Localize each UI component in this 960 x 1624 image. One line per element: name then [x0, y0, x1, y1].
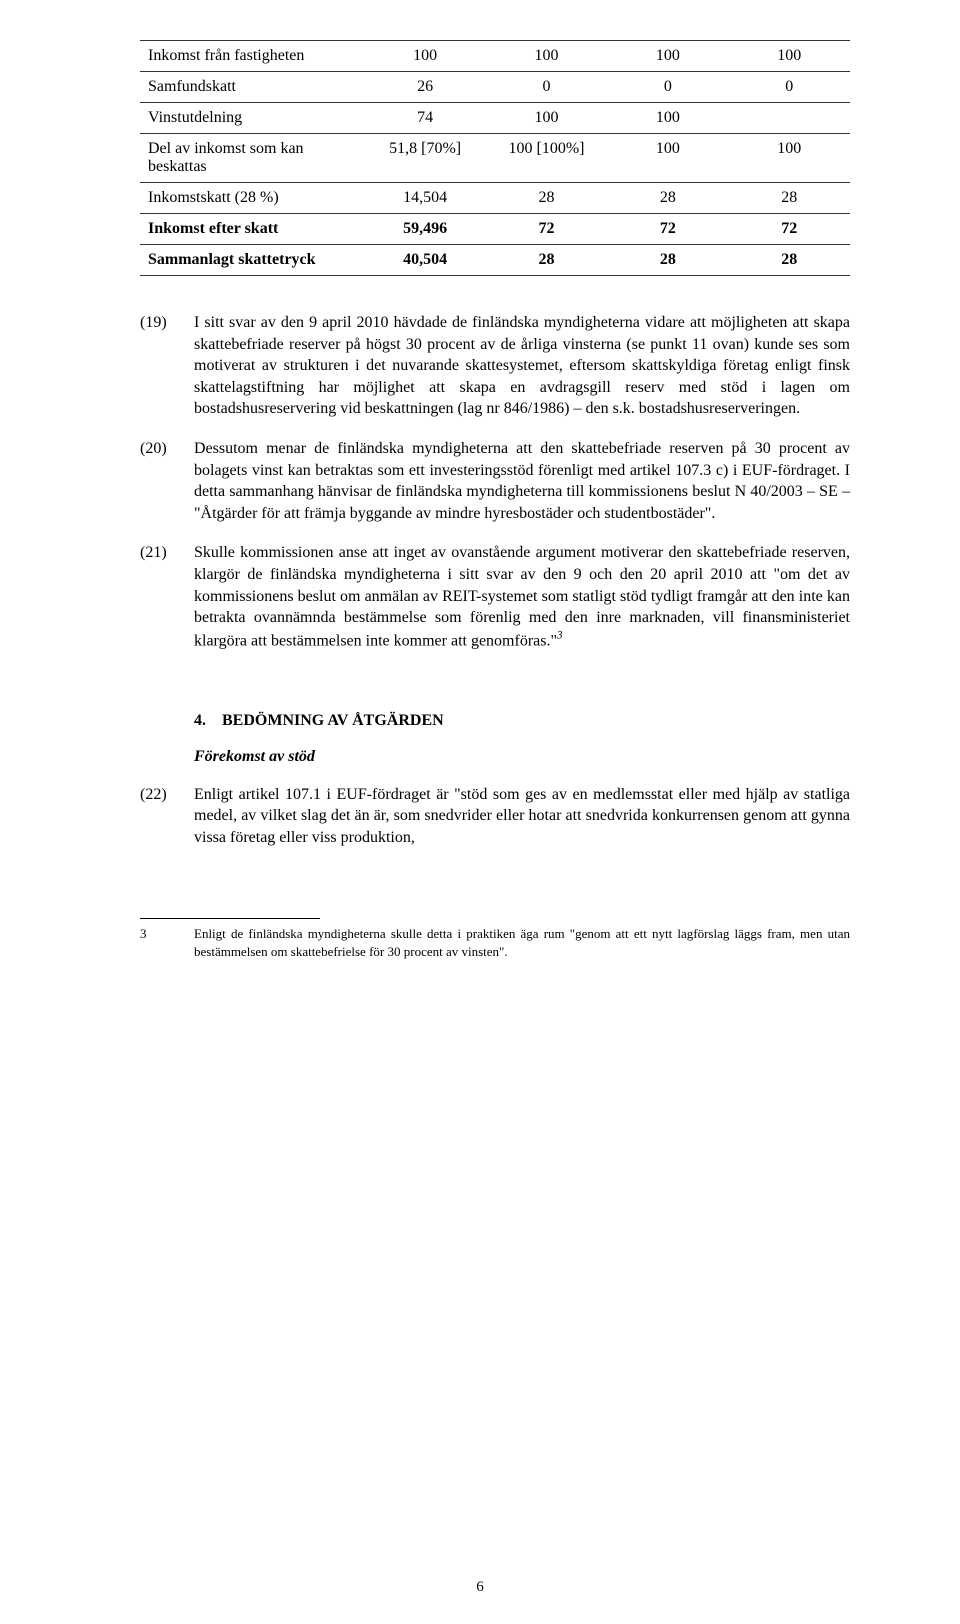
row-value: 14,504	[364, 183, 485, 214]
table-row: Inkomst efter skatt59,496727272	[140, 214, 850, 245]
row-value: 100	[607, 134, 728, 183]
footnote-text: Enligt de finländska myndigheterna skull…	[194, 925, 850, 960]
row-value: 100	[729, 41, 850, 72]
row-value: 28	[486, 245, 607, 276]
page-number: 6	[0, 1579, 960, 1596]
row-value: 100	[607, 41, 728, 72]
table-row: Inkomstskatt (28 %)14,504282828	[140, 183, 850, 214]
row-value: 100	[607, 103, 728, 134]
row-label: Inkomst efter skatt	[140, 214, 364, 245]
table-row: Samfundskatt26000	[140, 72, 850, 103]
table-row: Inkomst från fastigheten100100100100	[140, 41, 850, 72]
row-value: 28	[486, 183, 607, 214]
footnote-rule	[140, 918, 320, 919]
paragraph: (21)Skulle kommissionen anse att inget a…	[140, 542, 850, 651]
row-value: 74	[364, 103, 485, 134]
row-value: 0	[607, 72, 728, 103]
row-value: 28	[729, 183, 850, 214]
page: Inkomst från fastigheten100100100100Samf…	[0, 0, 960, 1624]
paragraph-text: Enligt artikel 107.1 i EUF-fördraget är …	[194, 784, 850, 849]
section-number: 4.	[194, 712, 206, 729]
paragraph-number: (21)	[140, 542, 194, 651]
paragraph-text: Dessutom menar de finländska myndigheter…	[194, 438, 850, 524]
row-value: 0	[486, 72, 607, 103]
paragraph-text: Skulle kommissionen anse att inget av ov…	[194, 542, 850, 651]
section-title: BEDÖMNING AV ÅTGÄRDEN	[222, 712, 444, 729]
paragraph-number: (20)	[140, 438, 194, 524]
row-value: 40,504	[364, 245, 485, 276]
row-value: 100	[729, 134, 850, 183]
tax-table: Inkomst från fastigheten100100100100Samf…	[140, 40, 850, 276]
table-row: Sammanlagt skattetryck40,504282828	[140, 245, 850, 276]
row-value: 28	[729, 245, 850, 276]
row-value: 72	[607, 214, 728, 245]
table-row: Vinstutdelning74100100	[140, 103, 850, 134]
table-row: Del av inkomst som kan beskattas51,8 [70…	[140, 134, 850, 183]
section-heading: 4. BEDÖMNING AV ÅTGÄRDEN	[194, 712, 850, 730]
section-subheading: Förekomst av stöd	[194, 748, 850, 766]
row-label: Del av inkomst som kan beskattas	[140, 134, 364, 183]
row-value: 28	[607, 183, 728, 214]
row-value: 59,496	[364, 214, 485, 245]
row-value: 100	[364, 41, 485, 72]
row-value: 72	[486, 214, 607, 245]
row-value: 72	[729, 214, 850, 245]
row-label: Inkomstskatt (28 %)	[140, 183, 364, 214]
paragraph: (19)I sitt svar av den 9 april 2010 hävd…	[140, 312, 850, 420]
row-label: Sammanlagt skattetryck	[140, 245, 364, 276]
row-label: Vinstutdelning	[140, 103, 364, 134]
paragraph-text: I sitt svar av den 9 april 2010 hävdade …	[194, 312, 850, 420]
row-value: 28	[607, 245, 728, 276]
row-value: 26	[364, 72, 485, 103]
row-label: Inkomst från fastigheten	[140, 41, 364, 72]
row-label: Samfundskatt	[140, 72, 364, 103]
row-value: 100	[486, 41, 607, 72]
paragraph-22: (22) Enligt artikel 107.1 i EUF-fördrage…	[140, 784, 850, 849]
paragraph: (20)Dessutom menar de finländska myndigh…	[140, 438, 850, 524]
footnote: 3 Enligt de finländska myndigheterna sku…	[140, 925, 850, 960]
row-value: 100 [100%]	[486, 134, 607, 183]
row-value: 51,8 [70%]	[364, 134, 485, 183]
row-value: 100	[486, 103, 607, 134]
row-value: 0	[729, 72, 850, 103]
paragraph-number: (19)	[140, 312, 194, 420]
footnote-number: 3	[140, 925, 194, 960]
paragraph-number: (22)	[140, 784, 194, 849]
row-value	[729, 103, 850, 134]
